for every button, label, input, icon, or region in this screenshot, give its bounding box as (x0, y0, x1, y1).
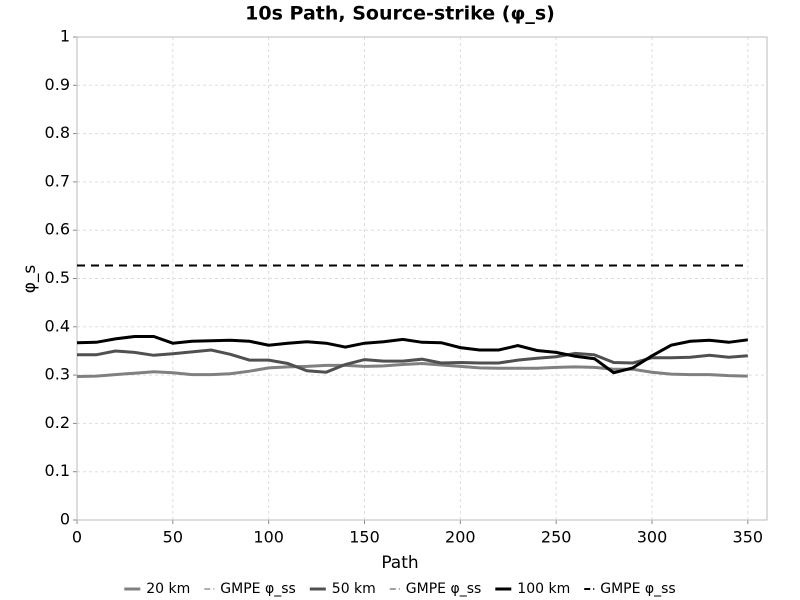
series-line (76, 361, 748, 378)
x-tick-label: 350 (733, 528, 764, 547)
y-tick-label: 0.6 (45, 220, 70, 239)
legend-label: GMPE φ_ss (220, 581, 296, 597)
x-axis-label: Path (381, 553, 418, 573)
series-line (76, 335, 748, 375)
y-axis-label: φ_s (20, 265, 40, 294)
chart-title: 10s Path, Source-strike (φ_s) (245, 3, 555, 25)
legend-label: 100 km (517, 581, 570, 597)
y-tick-label: 1 (60, 27, 70, 46)
y-tick-label: 0.9 (45, 75, 70, 94)
legend-label: 50 km (332, 581, 376, 597)
x-tick-label: 150 (349, 528, 380, 547)
legend-label: 20 km (146, 581, 190, 597)
y-tick-label: 0.2 (45, 413, 70, 432)
legend: 20 km GMPE φ_ss 50 km GMPE φ_ss 100 km GMPE φ… (124, 581, 676, 597)
x-tick-label: 50 (163, 528, 183, 547)
y-tick-label: 0.8 (45, 123, 70, 142)
series-line (77, 348, 748, 374)
y-tick-label: 0.7 (45, 171, 70, 190)
legend-label: GMPE φ_ss (406, 581, 482, 597)
y-tick-label: 0.4 (45, 316, 70, 335)
plot-border (76, 36, 768, 521)
x-tick-label: 250 (541, 528, 572, 547)
x-tick-label: 100 (253, 528, 284, 547)
y-tick-label: 0.1 (45, 461, 70, 480)
y-tick-label: 0 (60, 510, 70, 529)
legend-label: GMPE φ_ss (600, 581, 676, 597)
x-tick-label: 0 (72, 528, 82, 547)
x-tick-label: 200 (445, 528, 476, 547)
y-tick-label: 0.5 (45, 268, 70, 287)
y-tick-label: 0.3 (45, 365, 70, 384)
x-tick-label: 300 (637, 528, 668, 547)
